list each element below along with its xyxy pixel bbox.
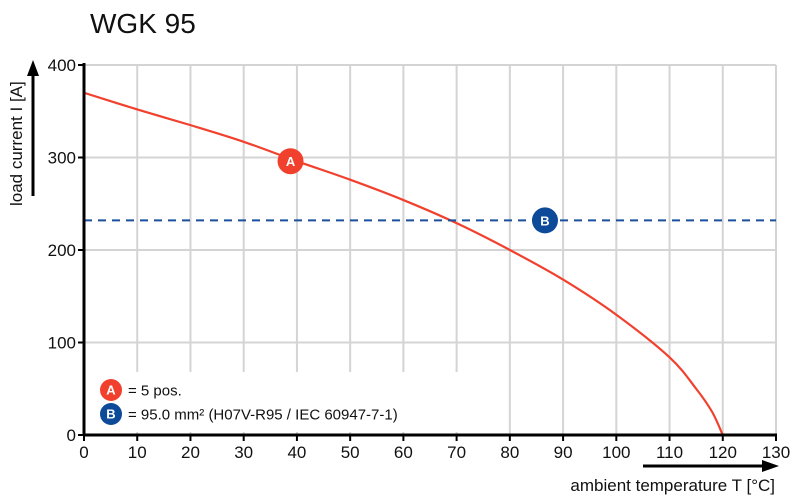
legend-item: A = 5 pos.	[100, 379, 182, 401]
markers-layer: AB	[277, 148, 558, 234]
chart-title: WGK 95	[90, 8, 196, 39]
x-tick-label: 120	[709, 443, 737, 462]
x-tick-label: 40	[287, 443, 306, 462]
y-axis-arrow-icon	[27, 60, 39, 196]
y-tick-label: 200	[48, 241, 76, 260]
legend-text: = 5 pos.	[128, 383, 182, 400]
svg-text:A: A	[106, 383, 116, 398]
x-tick-label: 130	[762, 443, 790, 462]
x-tick-label: 70	[447, 443, 466, 462]
x-axis-arrow-icon	[643, 460, 779, 472]
series-layer	[83, 91, 776, 436]
legend-item: B = 95.0 mm² (H07V-R95 / IEC 60947-7-1)	[100, 403, 398, 425]
x-tick-label: 80	[500, 443, 519, 462]
legend-marker-a-icon	[100, 379, 122, 401]
axes: 0 10 20 30 40 50 60 70 80 90 100 110 120 130 0 100 200 30…	[48, 56, 791, 462]
x-tick-label: 90	[554, 443, 573, 462]
x-tick-label: 110	[656, 443, 683, 462]
y-tick-label: 300	[48, 149, 76, 168]
marker-b-icon: B	[531, 207, 558, 234]
svg-text:A: A	[286, 154, 296, 169]
x-tick-label: 60	[394, 443, 413, 462]
y-tick-label: 400	[48, 56, 76, 75]
x-tick-label: 10	[128, 443, 147, 462]
marker-a-icon: A	[277, 148, 304, 175]
grid	[84, 64, 777, 435]
y-tick-label: 100	[48, 334, 76, 353]
x-tick-label: 0	[79, 443, 88, 462]
legend-text: = 95.0 mm² (H07V-R95 / IEC 60947-7-1)	[128, 407, 398, 424]
y-axis-label: load current I [A]	[7, 81, 26, 206]
legend-background	[87, 372, 507, 432]
series-line-a	[83, 91, 724, 436]
x-tick-label: 100	[602, 443, 630, 462]
x-tick-label: 20	[181, 443, 200, 462]
legend: A = 5 pos. B = 95.0 mm² (H07V-R95 / IEC 609…	[100, 379, 398, 425]
x-tick-label: 50	[341, 443, 360, 462]
x-axis-label: ambient temperature T [°C]	[570, 476, 775, 495]
x-tick-label: 30	[234, 443, 253, 462]
legend-marker-b-icon	[100, 403, 122, 425]
svg-text:B: B	[106, 407, 115, 422]
y-tick-label: 0	[67, 426, 76, 445]
svg-text:B: B	[540, 213, 549, 228]
